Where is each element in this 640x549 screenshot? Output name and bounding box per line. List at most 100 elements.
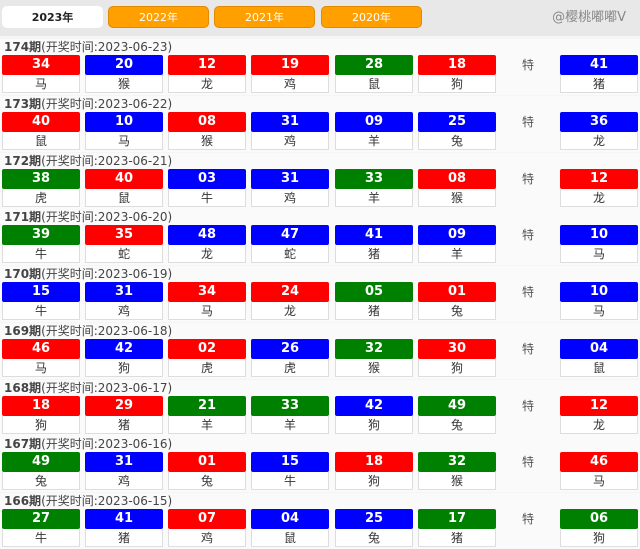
zodiac: 狗: [335, 415, 413, 434]
ball-number: 49: [2, 452, 80, 473]
zodiac: 兔: [418, 131, 496, 150]
ball: 42 狗: [335, 395, 413, 434]
ball: 07 鸡: [168, 509, 246, 547]
ball: 34 马: [168, 282, 246, 320]
ball-number: 18: [335, 452, 413, 473]
ball: 21 羊: [168, 395, 246, 434]
draw-header: 173期(开奖时间:2023-06-22): [4, 96, 172, 112]
draw-time: (开奖时间:2023-06-15): [41, 494, 173, 508]
ball: 15 牛: [2, 282, 80, 320]
ball: 39 牛: [2, 225, 80, 264]
special-ball: 12 龙: [560, 395, 638, 434]
ball-number: 24: [251, 282, 329, 302]
ball-number: 19: [251, 55, 329, 75]
ball-number: 32: [335, 338, 413, 359]
zodiac: 猪: [85, 415, 163, 434]
special-ball: 12 龙: [560, 168, 638, 207]
tab-2023年[interactable]: 2023年: [2, 6, 103, 28]
zodiac: 龙: [168, 245, 246, 264]
ball: 19 鸡: [251, 55, 329, 93]
ball-number: 49: [418, 395, 496, 416]
draw-time: (开奖时间:2023-06-21): [41, 153, 173, 168]
ball-number: 20: [85, 55, 163, 75]
ball: 32 猴: [418, 452, 496, 491]
zodiac: 兔: [335, 529, 413, 547]
special-label: 特: [521, 58, 534, 72]
ball: 35 蛇: [85, 225, 163, 264]
zodiac: 猴: [85, 75, 163, 93]
ball-number: 35: [85, 225, 163, 246]
zodiac: 狗: [335, 472, 413, 491]
zodiac: 马: [560, 245, 638, 264]
ball: 08 猴: [418, 168, 496, 207]
tab-2020年[interactable]: 2020年: [321, 6, 422, 28]
ball-number: 18: [2, 395, 80, 416]
special-label: 特: [521, 114, 534, 129]
ball-number: 04: [560, 338, 638, 359]
ball-number: 39: [2, 225, 80, 246]
ball-number: 33: [335, 168, 413, 189]
zodiac: 龙: [251, 302, 329, 320]
ball-number: 48: [168, 225, 246, 246]
ball-number: 26: [251, 338, 329, 359]
zodiac: 鸡: [251, 188, 329, 207]
ball-number: 18: [418, 55, 496, 75]
ball: 47 蛇: [251, 225, 329, 264]
ball: 20 猴: [85, 55, 163, 93]
ball: 12 龙: [168, 55, 246, 93]
zodiac: 羊: [168, 415, 246, 434]
ball: 18 狗: [335, 452, 413, 491]
special-ball: 36 龙: [560, 111, 638, 150]
zodiac: 牛: [168, 188, 246, 207]
ball: 49 兔: [2, 452, 80, 491]
tab-2021年[interactable]: 2021年: [214, 6, 315, 28]
draw-header: 172期(开奖时间:2023-06-21): [4, 153, 172, 169]
zodiac: 虎: [251, 358, 329, 377]
ball: 41 猪: [335, 225, 413, 264]
zodiac: 龙: [560, 188, 638, 207]
ball-number: 25: [418, 111, 496, 132]
zodiac: 马: [2, 75, 80, 93]
ball-number: 32: [418, 452, 496, 473]
ball-number: 34: [168, 282, 246, 302]
draw-row: 169期(开奖时间:2023-06-18) 46 马 42 狗 02 虎 26 虎 32 猴 30 狗特…: [0, 322, 640, 379]
zodiac: 羊: [335, 131, 413, 150]
ball: 17 猪: [418, 509, 496, 547]
zodiac: 马: [560, 472, 638, 491]
zodiac: 鸡: [251, 75, 329, 93]
period: 169期: [4, 323, 42, 338]
draw-header: 167期(开奖时间:2023-06-16): [4, 436, 172, 452]
zodiac: 狗: [2, 415, 80, 434]
special-ball: 41 猪: [560, 55, 638, 93]
ball: 18 狗: [2, 395, 80, 434]
ball-number: 33: [251, 395, 329, 416]
ball: 42 狗: [85, 338, 163, 377]
zodiac: 狗: [560, 529, 638, 547]
ball: 18 狗: [418, 55, 496, 93]
zodiac: 鸡: [85, 472, 163, 491]
ball: 33 羊: [251, 395, 329, 434]
ball-number: 42: [85, 338, 163, 359]
ball: 31 鸡: [85, 282, 163, 320]
period: 170期: [4, 267, 42, 281]
ball: 31 鸡: [85, 452, 163, 491]
ball-number: 41: [560, 55, 638, 75]
ball: 26 虎: [251, 338, 329, 377]
tab-2022年[interactable]: 2022年: [108, 6, 209, 28]
zodiac: 虎: [2, 188, 80, 207]
ball-number: 15: [251, 452, 329, 473]
special-ball: 46 马: [560, 452, 638, 491]
ball-number: 01: [168, 452, 246, 473]
zodiac: 羊: [251, 415, 329, 434]
zodiac: 猪: [335, 245, 413, 264]
zodiac: 马: [560, 302, 638, 320]
ball-number: 27: [2, 509, 80, 529]
ball: 27 牛: [2, 509, 80, 547]
zodiac: 兔: [168, 472, 246, 491]
ball: 34 马: [2, 55, 80, 93]
zodiac: 牛: [2, 529, 80, 547]
ball: 33 羊: [335, 168, 413, 207]
draw-header: 174期(开奖时间:2023-06-23): [4, 39, 172, 55]
period: 173期: [4, 96, 42, 111]
zodiac: 猴: [335, 358, 413, 377]
